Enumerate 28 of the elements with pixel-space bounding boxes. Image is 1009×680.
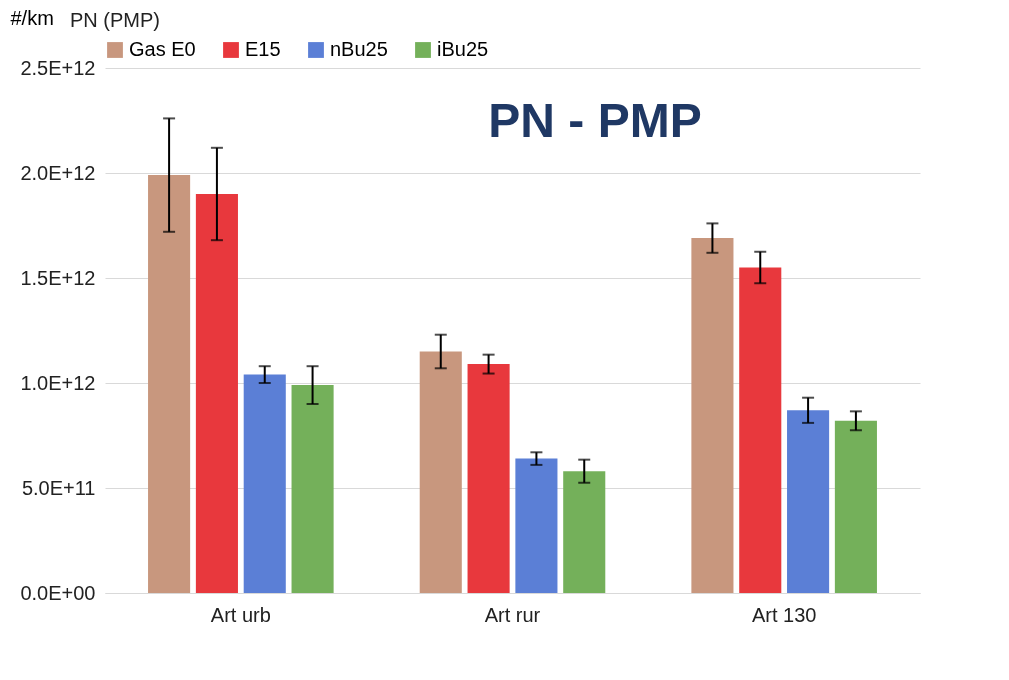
bar bbox=[243, 374, 286, 593]
y-tick-label: 1.5E+12 bbox=[20, 266, 96, 289]
legend-label: nBu25 bbox=[330, 38, 388, 60]
bar bbox=[739, 267, 782, 593]
bar bbox=[834, 420, 877, 593]
bar bbox=[563, 471, 606, 593]
x-tick-label: Art 130 bbox=[751, 603, 817, 626]
bar bbox=[515, 458, 558, 593]
bar bbox=[467, 364, 510, 593]
y-axis-title: #/km bbox=[10, 6, 54, 29]
y-tick-label: 0.0E+00 bbox=[20, 581, 96, 604]
bar bbox=[787, 410, 830, 593]
text: PN - PMP bbox=[488, 94, 702, 147]
y-tick-label: 2.5E+12 bbox=[20, 56, 96, 79]
bar bbox=[291, 385, 334, 593]
bar bbox=[195, 194, 238, 593]
text: PN (PMP) bbox=[70, 9, 160, 31]
x-tick-label: Art rur bbox=[484, 603, 541, 626]
x-tick-label: Art urb bbox=[210, 603, 271, 626]
y-tick-label: 2.0E+12 bbox=[20, 161, 96, 184]
bar bbox=[419, 351, 462, 593]
bar bbox=[148, 175, 191, 593]
y-tick-label: 1.0E+12 bbox=[20, 371, 96, 394]
legend-label: E15 bbox=[245, 38, 281, 60]
legend-label: Gas E0 bbox=[129, 38, 196, 60]
bar bbox=[691, 238, 734, 593]
legend-label: iBu25 bbox=[437, 38, 489, 60]
y-tick-label: 5.0E+11 bbox=[21, 476, 96, 499]
